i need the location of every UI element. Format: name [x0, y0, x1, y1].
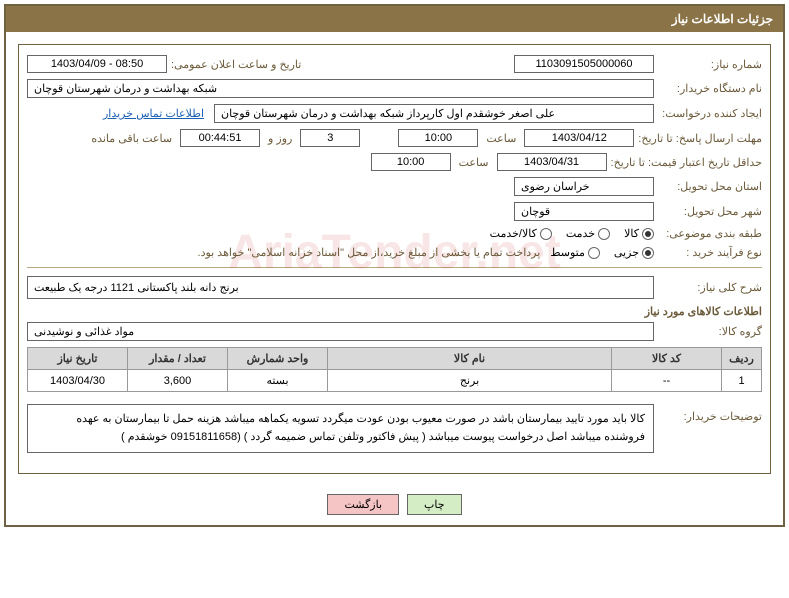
label-category: طبقه بندی موضوعی:	[658, 227, 762, 240]
td-row: 1	[722, 370, 762, 392]
radio-jozi-label: جزیی	[614, 246, 639, 259]
field-city: قوچان	[514, 202, 654, 221]
radio-motevaset-label: متوسط	[550, 246, 585, 259]
label-req-no: شماره نیاز:	[658, 58, 762, 71]
row-req-no: شماره نیاز: 1103091505000060 تاریخ و ساع…	[27, 55, 762, 73]
label-announce: تاریخ و ساعت اعلان عمومی:	[171, 58, 301, 71]
th-row: ردیف	[722, 348, 762, 370]
label-buy-type: نوع فرآیند خرید :	[658, 246, 762, 259]
pay-note: پرداخت تمام یا بخشی از مبلغ خرید،از محل …	[198, 246, 541, 259]
radio-kala-khedmat-label: کالا/خدمت	[490, 227, 537, 240]
category-radio-group: کالا خدمت کالا/خدمت	[490, 227, 654, 240]
label-buyer-org: نام دستگاه خریدار:	[658, 82, 762, 95]
th-date: تاریخ نیاز	[28, 348, 128, 370]
field-deadline-time: 10:00	[398, 129, 478, 147]
button-bar: چاپ بازگشت	[6, 486, 783, 525]
row-buyer-org: نام دستگاه خریدار: شبکه بهداشت و درمان ش…	[27, 79, 762, 98]
field-general-desc: برنج دانه بلند پاکستانی 1121 درجه یک طبی…	[27, 276, 654, 299]
back-button[interactable]: بازگشت	[327, 494, 399, 515]
label-hour2: ساعت	[459, 156, 489, 169]
radio-khedmat-label: خدمت	[566, 227, 595, 240]
divider-1	[27, 267, 762, 268]
field-time-remain: 00:44:51	[180, 129, 260, 147]
field-goods-group: مواد غذائی و نوشیدنی	[27, 322, 654, 341]
table-row: 1 -- برنج بسته 3,600 1403/04/30	[28, 370, 762, 392]
row-goods-group: گروه کالا: مواد غذائی و نوشیدنی	[27, 322, 762, 341]
row-buy-type: نوع فرآیند خرید : جزیی متوسط پرداخت تمام…	[27, 246, 762, 259]
row-deadline: مهلت ارسال پاسخ: تا تاریخ: 1403/04/12 سا…	[27, 129, 762, 147]
td-unit: بسته	[228, 370, 328, 392]
td-name: برنج	[328, 370, 612, 392]
items-table: ردیف کد کالا نام کالا واحد شمارش تعداد /…	[27, 347, 762, 392]
row-validity: حداقل تاریخ اعتبار قیمت: تا تاریخ: 1403/…	[27, 153, 762, 171]
label-hour1: ساعت	[486, 132, 516, 145]
main-container: جزئیات اطلاعات نیاز AriaTender.net شماره…	[4, 4, 785, 527]
table-header-row: ردیف کد کالا نام کالا واحد شمارش تعداد /…	[28, 348, 762, 370]
radio-khedmat[interactable]: خدمت	[566, 227, 610, 240]
radio-kala[interactable]: کالا	[624, 227, 654, 240]
field-announce: 08:50 - 1403/04/09	[27, 55, 167, 73]
contact-link[interactable]: اطلاعات تماس خریدار	[103, 107, 204, 120]
td-code: --	[612, 370, 722, 392]
radio-kala-khedmat[interactable]: کالا/خدمت	[490, 227, 552, 240]
field-validity-date: 1403/04/31	[497, 153, 607, 171]
th-name: نام کالا	[328, 348, 612, 370]
radio-jozi[interactable]: جزیی	[614, 246, 654, 259]
radio-kala-label: کالا	[624, 227, 639, 240]
label-goods-group: گروه کالا:	[658, 325, 762, 338]
label-buyer-notes: توضیحات خریدار:	[658, 400, 762, 423]
row-province: استان محل تحویل: خراسان رضوی	[27, 177, 762, 196]
th-code: کد کالا	[612, 348, 722, 370]
label-validity: حداقل تاریخ اعتبار قیمت: تا تاریخ:	[611, 156, 762, 169]
form-box: AriaTender.net شماره نیاز: 1103091505000…	[18, 44, 771, 474]
buy-type-radio-group: جزیی متوسط	[550, 246, 654, 259]
field-days-remain: 3	[300, 129, 360, 147]
th-qty: تعداد / مقدار	[128, 348, 228, 370]
label-city: شهر محل تحویل:	[658, 205, 762, 218]
field-deadline-date: 1403/04/12	[524, 129, 634, 147]
section-items-info: اطلاعات کالاهای مورد نیاز	[27, 305, 762, 318]
print-button[interactable]: چاپ	[407, 494, 462, 515]
row-category: طبقه بندی موضوعی: کالا خدمت کالا/خدمت	[27, 227, 762, 240]
field-req-no: 1103091505000060	[514, 55, 654, 73]
row-requester: ایجاد کننده درخواست: علی اصغر خوشقدم اول…	[27, 104, 762, 123]
title-bar: جزئیات اطلاعات نیاز	[6, 6, 783, 32]
field-buyer-notes: کالا باید مورد تایید بیمارستان باشد در ص…	[27, 404, 654, 453]
field-validity-time: 10:00	[371, 153, 451, 171]
label-requester: ایجاد کننده درخواست:	[658, 107, 762, 120]
row-general-desc: شرح کلی نیاز: برنج دانه بلند پاکستانی 11…	[27, 276, 762, 299]
td-qty: 3,600	[128, 370, 228, 392]
label-general-desc: شرح کلی نیاز:	[658, 281, 762, 294]
label-province: استان محل تحویل:	[658, 180, 762, 193]
label-days-and: روز و	[268, 132, 292, 145]
row-city: شهر محل تحویل: قوچان	[27, 202, 762, 221]
row-buyer-notes: توضیحات خریدار: کالا باید مورد تایید بیم…	[27, 400, 762, 457]
label-remaining: ساعت باقی مانده	[91, 132, 172, 145]
td-date: 1403/04/30	[28, 370, 128, 392]
field-buyer-org: شبکه بهداشت و درمان شهرستان قوچان	[27, 79, 654, 98]
field-requester: علی اصغر خوشقدم اول کارپرداز شبکه بهداشت…	[214, 104, 654, 123]
radio-motevaset[interactable]: متوسط	[550, 246, 600, 259]
th-unit: واحد شمارش	[228, 348, 328, 370]
label-deadline: مهلت ارسال پاسخ: تا تاریخ:	[638, 132, 762, 145]
field-province: خراسان رضوی	[514, 177, 654, 196]
